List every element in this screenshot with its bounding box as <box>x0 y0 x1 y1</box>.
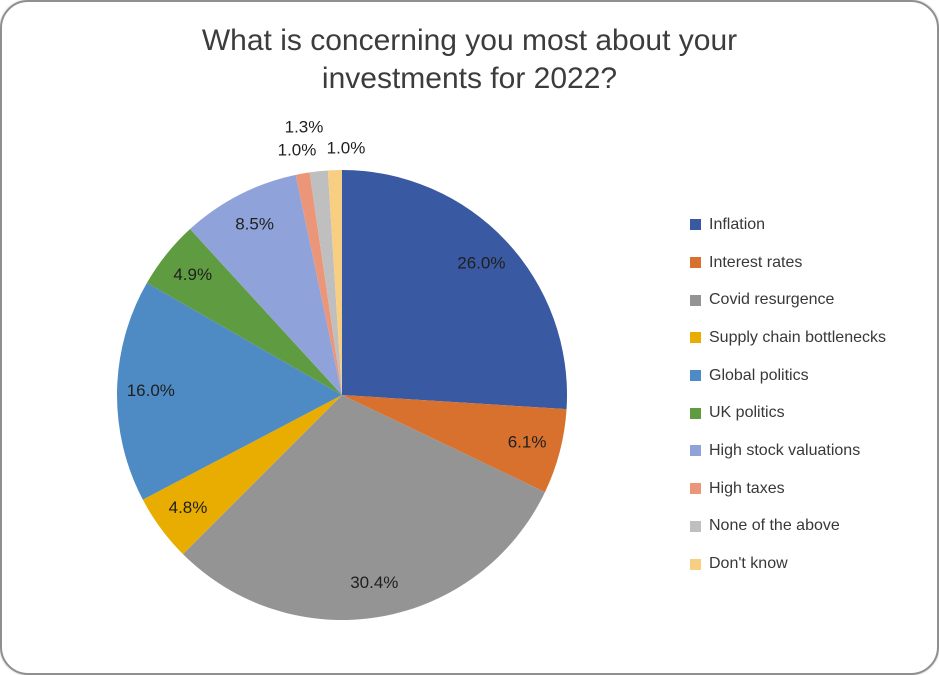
pie-slice-high-stock-valuations <box>190 174 342 395</box>
chart-legend: Inflation Interest rates Covid resurgence S… <box>690 206 886 583</box>
legend-item-inflation: Inflation <box>690 206 886 244</box>
pie-slice-high-taxes <box>295 172 342 395</box>
legend-item-global-politics: Global politics <box>690 357 886 395</box>
legend-swatch-icon <box>690 483 701 495</box>
legend-label: High stock valuations <box>709 441 861 459</box>
legend-swatch-icon <box>690 219 701 231</box>
chart-title: What is concerning you most about your i… <box>201 24 738 95</box>
legend-label: Interest rates <box>709 253 803 271</box>
pie-slice-covid-resurgence <box>182 395 545 621</box>
pie-slice-don-t-know <box>327 170 342 395</box>
legend-swatch-icon <box>690 257 701 269</box>
legend-swatch-icon <box>690 445 701 457</box>
data-label-interest-rates: 6.1% <box>508 433 547 452</box>
legend-item-high-stock-valuations: High stock valuations <box>690 432 886 470</box>
data-label-inflation: 26.0% <box>457 254 505 273</box>
legend-item-uk-politics: UK politics <box>690 394 886 432</box>
data-label-supply-chain-bottlenecks: 4.8% <box>169 498 208 517</box>
legend-label: Don't know <box>709 555 788 573</box>
pie-slice-inflation <box>342 170 568 410</box>
legend-label: Inflation <box>709 215 766 233</box>
legend-swatch-icon <box>690 520 701 532</box>
legend-item-don-t-know: Don't know <box>690 545 886 583</box>
legend-swatch-icon <box>690 332 701 344</box>
legend-swatch-icon <box>690 294 701 306</box>
legend-item-covid-resurgence: Covid resurgence <box>690 281 886 319</box>
legend-label: High taxes <box>709 479 785 497</box>
legend-label: Covid resurgence <box>709 291 835 309</box>
data-label-none-of-the-above: 1.3% <box>285 117 324 136</box>
legend-swatch-icon <box>690 370 701 382</box>
legend-item-interest-rates: Interest rates <box>690 244 886 282</box>
pie-slice-interest-rates <box>342 395 567 493</box>
chart-title-area: What is concerning you most about your i… <box>2 22 937 97</box>
pie-slice-uk-politics <box>146 229 342 395</box>
legend-swatch-icon <box>690 558 701 570</box>
legend-item-high-taxes: High taxes <box>690 470 886 508</box>
data-label-high-stock-valuations: 8.5% <box>235 214 274 233</box>
legend-item-none-of-the-above: None of the above <box>690 508 886 546</box>
pie-slice-supply-chain-bottlenecks <box>142 395 342 555</box>
data-label-don-t-know: 1.0% <box>327 138 366 157</box>
data-label-uk-politics: 4.9% <box>173 265 212 284</box>
legend-label: UK politics <box>709 404 785 422</box>
legend-label: Global politics <box>709 366 809 384</box>
legend-item-supply-chain-bottlenecks: Supply chain bottlenecks <box>690 319 886 357</box>
data-label-high-taxes: 1.0% <box>278 140 317 159</box>
pie-slice-global-politics <box>116 282 342 500</box>
data-label-covid-resurgence: 30.4% <box>350 573 398 592</box>
legend-label: None of the above <box>709 517 840 535</box>
pie-slice-none-of-the-above <box>309 170 342 395</box>
legend-swatch-icon <box>690 407 701 419</box>
data-label-global-politics: 16.0% <box>127 381 175 400</box>
legend-label: Supply chain bottlenecks <box>709 328 886 346</box>
